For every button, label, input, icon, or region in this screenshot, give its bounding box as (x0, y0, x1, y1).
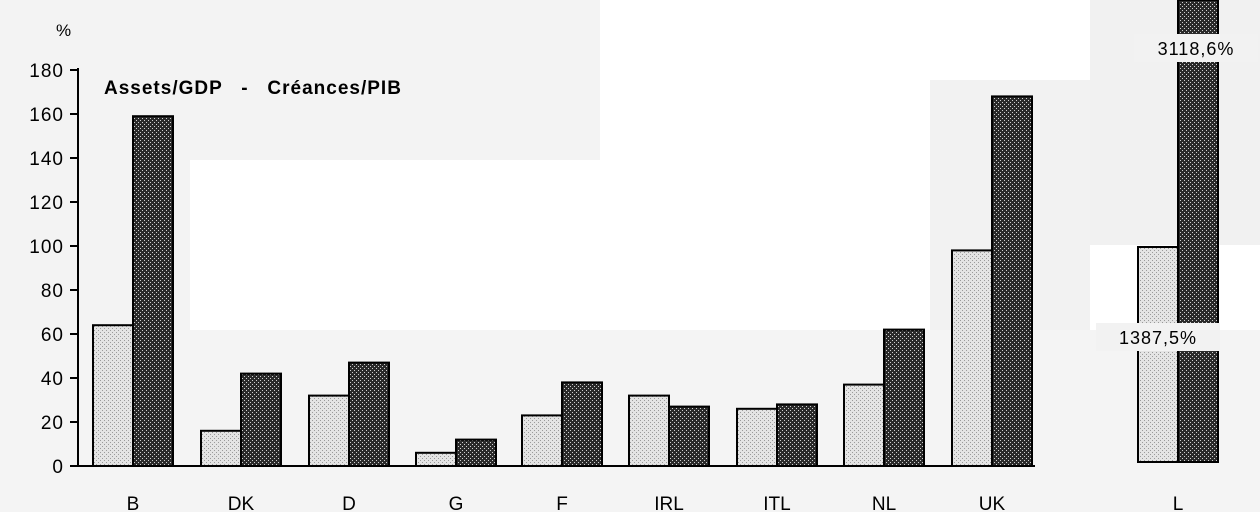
bar-uk-s2 (991, 95, 1033, 468)
bar-dk-s2 (240, 372, 282, 468)
y-tick-label: 0 (52, 457, 64, 478)
y-tick-label: 140 (29, 149, 64, 170)
x-label-uk: UK (979, 494, 1006, 512)
y-unit-label: % (56, 21, 71, 40)
bar-d-s1 (308, 394, 350, 468)
bar-irl-s1 (628, 394, 670, 468)
x-label-f: F (556, 494, 568, 512)
y-tick-label: 80 (41, 281, 64, 302)
bar-itl-s1 (736, 407, 778, 467)
bar-nl-s2 (883, 328, 925, 467)
bar-uk-s1 (951, 249, 993, 467)
bar-f-s1 (521, 414, 563, 467)
bar-f-s2 (561, 381, 603, 467)
x-label-dk: DK (228, 494, 255, 512)
bar-itl-s2 (776, 403, 818, 467)
x-label-nl: NL (872, 494, 896, 512)
bar-g-s2 (455, 438, 497, 468)
y-tick-label: 160 (29, 105, 64, 126)
x-label-irl: IRL (654, 494, 684, 512)
x-label-d: D (342, 494, 356, 512)
bar-dk-s1 (200, 429, 242, 467)
bar-d-s2 (348, 361, 390, 468)
bars (92, 0, 1219, 468)
x-label-b: B (127, 494, 140, 512)
data-label-l-series1: 1387,5% (1119, 328, 1197, 348)
x-label-itl: ITL (763, 494, 790, 512)
y-tick-label: 60 (41, 325, 64, 346)
y-tick-label: 120 (29, 193, 64, 214)
x-label-l: L (1173, 494, 1184, 512)
bar-g-s1 (415, 451, 457, 467)
data-label-l-series2-bg (1134, 34, 1258, 62)
bar-irl-s2 (668, 405, 710, 468)
y-ticks: 0 20 40 60 80 100 120 140 160 180 (29, 61, 78, 478)
bar-l-s1 (1137, 246, 1179, 463)
bar-b-s2 (132, 115, 174, 467)
chart-title: Assets/GDP - Créances/PIB (104, 78, 402, 99)
x-labels: B DK D G F IRL ITL NL UK L (127, 494, 1184, 512)
y-tick-label: 100 (29, 237, 64, 258)
y-tick-label: 20 (41, 413, 64, 434)
x-label-g: G (449, 494, 464, 512)
data-label-l-series2: 3118,6% (1158, 39, 1235, 59)
data-label-l-series1-bg (1096, 323, 1220, 351)
y-tick-label: 40 (41, 369, 64, 390)
bar-b-s1 (92, 324, 134, 468)
data-labels: 3118,6% 1387,5% (1096, 34, 1258, 351)
y-tick-label: 180 (29, 61, 64, 82)
bar-l-s2 (1177, 0, 1219, 463)
bar-nl-s1 (843, 383, 885, 468)
